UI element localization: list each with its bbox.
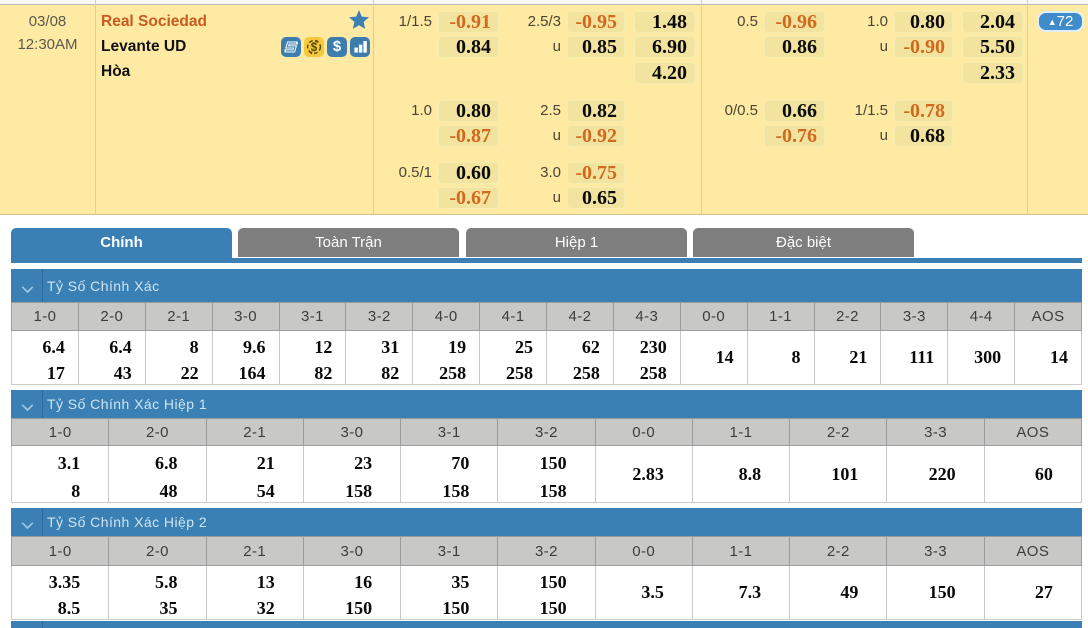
svg-text:$: $ bbox=[311, 42, 318, 54]
